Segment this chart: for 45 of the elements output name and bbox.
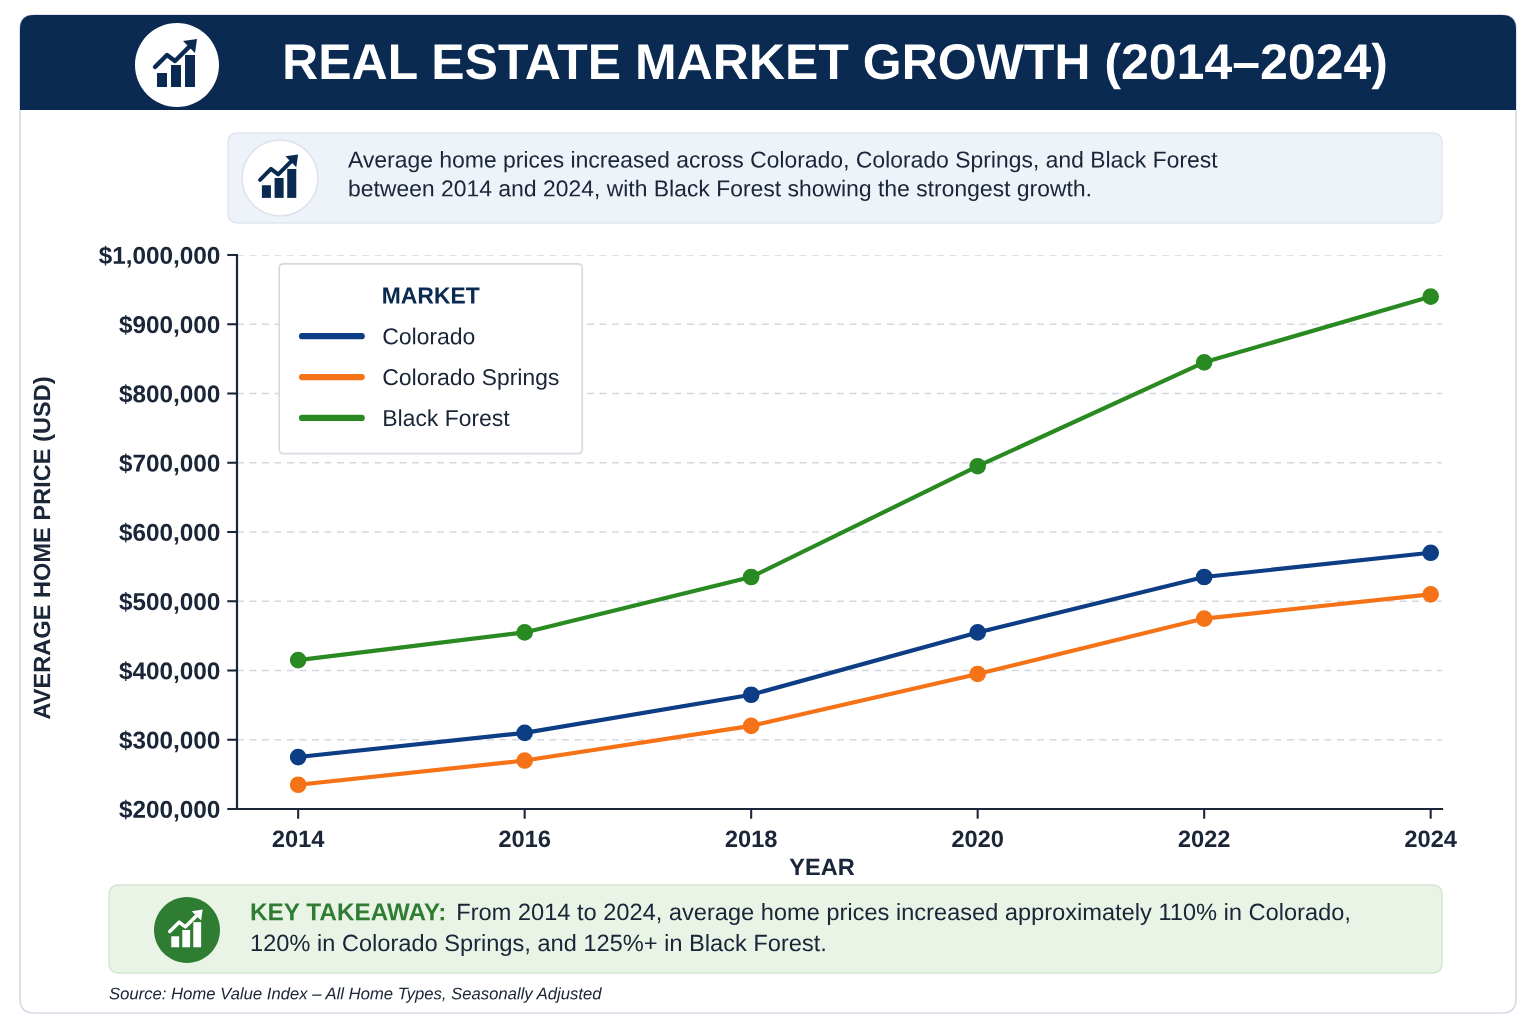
x-tick-label: 2024: [1405, 830, 1457, 848]
legend-title: MARKET: [383, 287, 480, 304]
point: [289, 776, 307, 794]
legend-label: Black Forest: [384, 409, 510, 427]
text: 120% in Colorado Springs, and 125%+ in Black Forest.: [251, 933, 825, 956]
point: [516, 624, 533, 641]
point: [1422, 544, 1440, 562]
y-axis-title: AVERAGE HOME PRICE (USD): [32, 377, 55, 720]
x-tick-label: 2020: [952, 830, 1003, 848]
point: [742, 717, 760, 735]
point: [742, 686, 760, 704]
point: [516, 724, 533, 742]
legend-label: Colorado: [383, 327, 475, 345]
y-tick-label: $500,000: [119, 592, 220, 614]
point: [742, 568, 760, 586]
y-tick-label: $1,000,000: [99, 245, 220, 268]
point: [516, 752, 533, 769]
x-tick-label: 2022: [1178, 830, 1230, 848]
point: [1422, 585, 1440, 603]
point: [969, 665, 987, 683]
y-tick-label: $600,000: [119, 522, 220, 545]
point: [1422, 288, 1440, 305]
y-tick-label: $800,000: [119, 384, 220, 407]
x-tick-label: 2018: [725, 830, 777, 848]
chart-subtitle: Average home prices increased across Colorado, Colorado Springs, and Black Forest between 2014 and 2024, with Black Forest showing the strongest growth.: [348, 150, 1218, 202]
y-tick-label: $200,000: [119, 799, 220, 822]
text: KEY TAKEAWAY:: [251, 903, 445, 921]
source-note: Source: Home Value Index – All Home Types, Seasonally Adjusted: [109, 987, 602, 1003]
chart-title: REAL ESTATE MARKET GROWTH (2014–2024): [285, 42, 1386, 90]
x-tick-label: 2016: [499, 830, 551, 848]
point: [289, 748, 307, 766]
y-tick-label: $900,000: [119, 315, 220, 337]
legend-label: Colorado Springs: [383, 368, 559, 390]
y-tick-label: $700,000: [119, 453, 220, 476]
point: [289, 651, 307, 669]
point: [1195, 568, 1213, 586]
text: From 2014 to 2024, average home prices increased approximately 110% in Colorado,: [458, 902, 1349, 925]
y-tick-label: $400,000: [119, 661, 220, 684]
point: [1195, 354, 1213, 371]
y-tick-label: $300,000: [119, 730, 220, 753]
x-axis-title: YEAR: [789, 858, 855, 876]
point: [1195, 610, 1213, 627]
point: [969, 457, 987, 475]
x-tick-label: 2014: [272, 830, 325, 848]
point: [969, 624, 987, 641]
